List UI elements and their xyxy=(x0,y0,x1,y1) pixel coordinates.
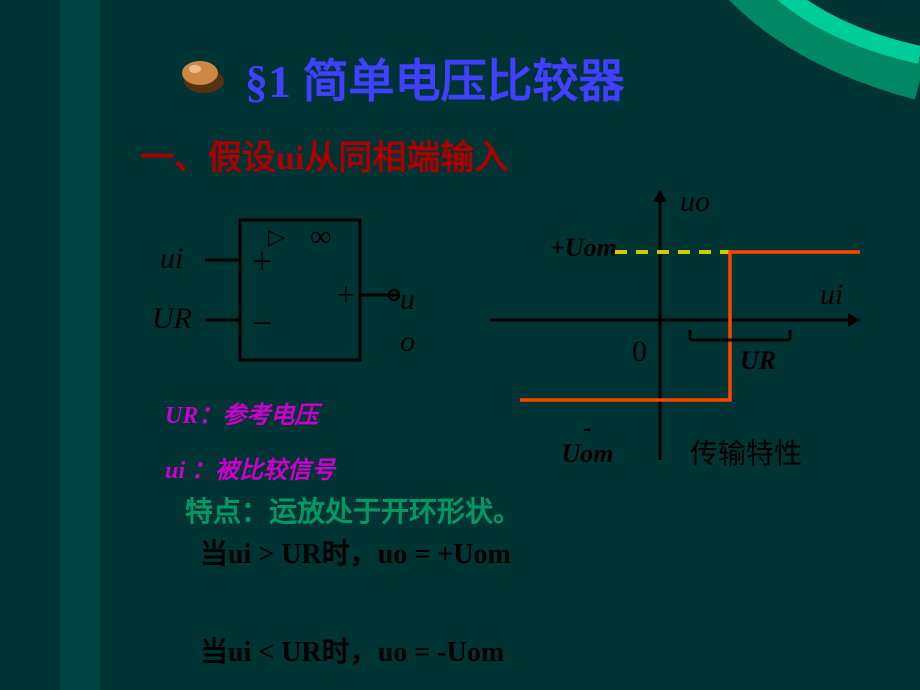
graph-caption: 传输特性 xyxy=(690,432,802,472)
ur-note: UR：参考电压 xyxy=(165,395,318,430)
condition-2: 当ui < UR时，uo = -Uom xyxy=(200,630,504,670)
svg-text:－: － xyxy=(250,312,274,338)
graph-x-axis-label: ui xyxy=(820,278,843,312)
graph-threshold-label: UR xyxy=(740,346,776,376)
svg-text:＋: ＋ xyxy=(250,250,274,276)
circuit-ur-label: UR xyxy=(152,302,192,336)
slide-title: §1 简单电压比较器 xyxy=(245,45,625,111)
feature-text: 特点：运放处于开环形状。 xyxy=(185,490,521,530)
transfer-graph xyxy=(480,180,880,480)
slide-subtitle: 一、假设ui从同相端输入 xyxy=(140,130,508,179)
left-decor-band xyxy=(60,0,100,690)
graph-neg-uom-label: -Uom xyxy=(560,415,615,467)
svg-text:∞: ∞ xyxy=(310,220,331,253)
circuit-diagram: ＋ － ＋ ▷ ∞ xyxy=(160,210,420,390)
ui-note: ui ：被比较信号 xyxy=(165,450,335,485)
circuit-ui-label: ui xyxy=(160,242,183,276)
condition-1: 当ui > UR时，uo = +Uom xyxy=(200,535,511,574)
graph-y-axis-label: uo xyxy=(680,185,710,219)
graph-origin-label: 0 xyxy=(632,335,647,369)
circuit-output-label-u: u xyxy=(400,283,415,317)
svg-text:＋: ＋ xyxy=(335,283,357,308)
circuit-output-label-o: o xyxy=(400,325,415,359)
svg-text:▷: ▷ xyxy=(268,224,285,249)
title-bullet-icon xyxy=(180,57,228,97)
graph-pos-uom-label: +Uom xyxy=(550,235,610,261)
